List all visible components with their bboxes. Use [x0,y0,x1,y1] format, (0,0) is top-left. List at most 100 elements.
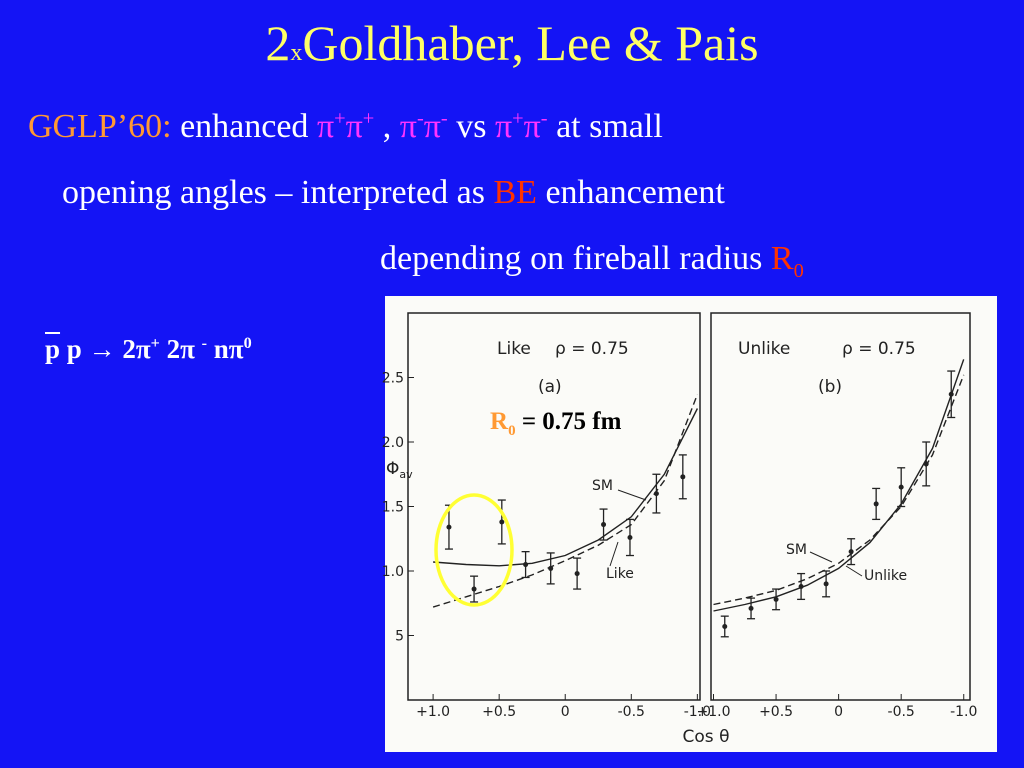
annotation: R0 = 0.75 fm [490,408,622,439]
text: R [490,408,509,435]
curve-label: Like [606,566,634,582]
x-tick-label: 0 [834,704,843,720]
curve-label: SM [786,542,807,558]
text: 0 [793,259,804,282]
data-point [872,487,881,521]
point [722,623,728,629]
text: 0 [243,334,252,352]
y-tick-label: 1.5 [382,500,404,516]
point [873,501,879,507]
y-tick-label: 1.0 [382,564,404,580]
x-tick-label: -0.5 [618,704,645,720]
text: + [512,107,524,130]
text: = 0.75 fm [521,408,622,435]
text: x [290,40,303,66]
text: π [523,108,541,145]
panel-header: Like [497,339,531,359]
y-axis-label-sub: av [399,468,413,481]
y-tick-label: 2.5 [382,371,404,387]
x-tick-label: 0 [561,704,570,720]
point [680,474,686,480]
curve-label: SM [592,478,613,494]
point [627,534,633,540]
data-point [497,499,506,545]
data-point [470,575,479,603]
text: BE [493,174,537,211]
text: π [399,108,417,145]
y-tick-label: 2.0 [382,435,404,451]
text: π [423,108,441,145]
text: 2π [166,334,195,364]
x-tick-label: +1.0 [416,704,450,720]
x-tick-label: -1.0 [950,704,977,720]
point [748,605,754,611]
text: → [88,334,116,364]
panel-rho: ρ = 0.75 [842,339,916,359]
reaction: p p → 2π+ 2π - nπ0 [45,334,252,365]
text: + [150,334,160,352]
text: depending on fireball radius [380,240,763,277]
text: π [345,108,363,145]
x-tick-label: +1.0 [697,704,731,720]
text: enhancement [545,174,725,211]
text-line: GGLP’60: enhanced π+π+ , π-π- vs π+π- at… [28,108,663,146]
text: opening angles – interpreted as [62,174,485,211]
y-axis-label-main: Φ [386,459,399,479]
point [471,586,477,592]
panel-header: Unlike [738,339,790,359]
highlight-circle [434,493,514,607]
text: enhanced [180,108,309,145]
curve-label: Unlike [864,568,907,584]
curve [432,394,699,608]
curve [433,408,699,567]
curve-pointer [809,551,833,563]
point [773,596,779,602]
text: p [45,334,61,364]
curve [713,359,965,612]
x-tick-label: +0.5 [482,704,516,720]
data-point [599,508,608,541]
text-line: depending on fireball radius R0 [380,240,804,281]
text: 2 [265,15,291,71]
point [898,484,904,490]
point [499,519,505,525]
x-tick-label: +0.5 [759,704,793,720]
panel-rho: ρ = 0.75 [555,339,629,359]
text: p [66,334,82,364]
text: + [362,107,375,130]
text: 2π [122,334,151,364]
point [823,581,829,587]
curve-pointer [845,565,863,577]
text: at small [556,108,663,145]
text: - [416,107,424,130]
plot-frame [710,312,971,701]
text: + [334,107,346,130]
data-point [678,454,687,500]
text: Goldhaber, Lee & Pais [302,15,759,71]
x-tick-label: -1.0 [684,704,711,720]
data-point [847,538,856,566]
text: π [316,108,335,145]
text: GGLP’60: [28,108,172,145]
data-point [444,504,453,550]
panel-label: (b) [818,377,842,397]
data-point [546,552,555,585]
text: R [770,240,794,277]
data-point [720,615,729,638]
text: π [494,108,513,145]
data-point [747,597,756,620]
figure-background [385,296,997,752]
data-point [573,557,582,590]
x-axis-label: Cos θ [683,727,730,747]
curve-pointer [609,541,619,567]
text: - [540,107,548,130]
point [574,571,580,577]
text: vs [456,108,487,145]
panel-label: (a) [538,377,562,397]
text: 0 [508,423,516,439]
text: - [201,334,208,352]
text-line: opening angles – interpreted as BE enhan… [62,174,725,212]
point [446,524,452,530]
